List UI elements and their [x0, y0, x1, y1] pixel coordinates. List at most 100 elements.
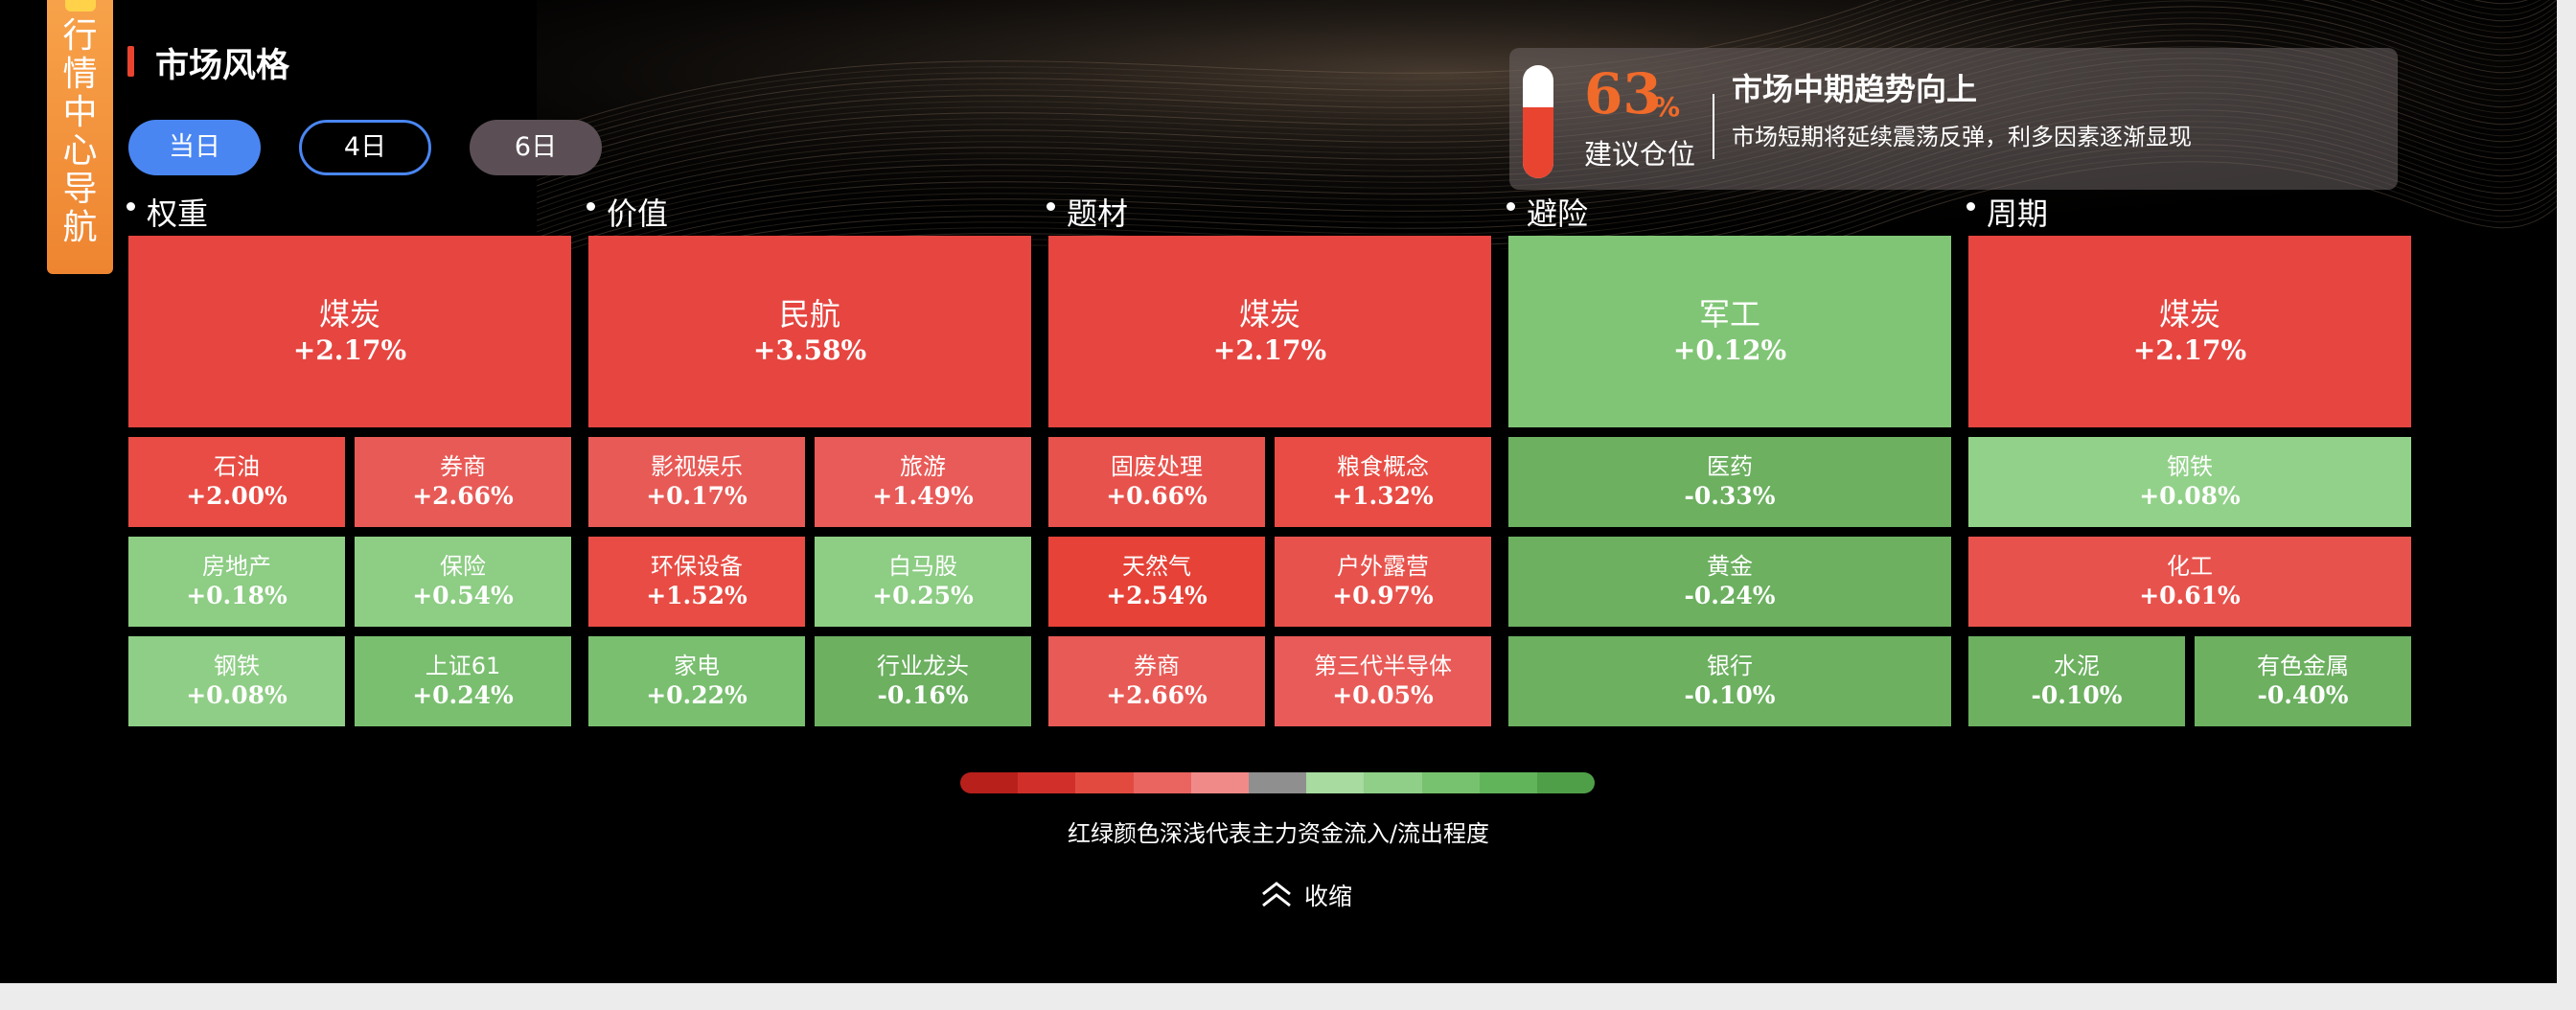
collapse-label: 收缩 [1304, 883, 1353, 910]
legend-swatch [1421, 772, 1480, 793]
sector-name: 旅游 [900, 453, 946, 480]
sector-tile[interactable]: 行业龙头 -0.16% [815, 636, 1031, 726]
sector-tile[interactable]: 券商 +2.66% [1048, 636, 1265, 726]
sector-change-pct: +2.17% [292, 334, 407, 366]
position-advice-card: 63 % 建议仓位 市场中期趋势向上 市场短期将延续震荡反弹，利多因素逐渐显现 [1509, 48, 2398, 190]
advice-title: 市场中期趋势向上 [1732, 71, 1978, 107]
bullet-dot [1506, 201, 1515, 211]
sector-name: 行业龙头 [877, 653, 969, 679]
sector-tile-large[interactable]: 煤炭 +2.17% [1968, 236, 2411, 427]
sector-change-pct: +0.17% [646, 482, 748, 510]
tab-4-days[interactable]: 4日 [299, 120, 431, 175]
sector-tile[interactable]: 家电 +0.22% [588, 636, 805, 726]
legend-swatch [960, 772, 1019, 793]
collapse-button[interactable]: 收缩 [1260, 878, 1352, 912]
sector-change-pct: +2.17% [1212, 334, 1327, 366]
sector-name: 上证61 [425, 653, 501, 679]
sector-tile[interactable]: 影视娱乐 +0.17% [588, 437, 805, 527]
nav-tab-char: 行 [62, 16, 98, 56]
sector-change-pct: +1.52% [646, 582, 748, 609]
sector-name: 家电 [674, 653, 720, 679]
sector-change-pct: +2.66% [1106, 681, 1208, 709]
sector-tile[interactable]: 医药 -0.33% [1508, 437, 1951, 527]
category-label: 题材 [1067, 195, 1129, 232]
sector-change-pct: +2.54% [1106, 582, 1208, 609]
position-level-gauge [1523, 65, 1553, 178]
legend-swatch [1190, 772, 1249, 793]
bullet-dot [586, 201, 595, 211]
sector-name: 环保设备 [651, 553, 743, 580]
sector-tile[interactable]: 固废处理 +0.66% [1048, 437, 1265, 527]
nav-tab-text: 行情中心导航 [47, 17, 113, 247]
sector-tile[interactable]: 化工 +0.61% [1968, 537, 2411, 627]
sector-name: 粮食概念 [1337, 453, 1429, 480]
sector-tile-large[interactable]: 煤炭 +2.17% [128, 236, 571, 427]
position-level-fill [1523, 106, 1553, 178]
category-label: 避险 [1527, 195, 1589, 232]
advice-subtitle: 市场短期将延续震荡反弹，利多因素逐渐显现 [1732, 124, 2192, 150]
sector-name: 银行 [1707, 653, 1753, 679]
sector-tile-large[interactable]: 煤炭 +2.17% [1048, 236, 1491, 427]
category-header: 周期 [1966, 190, 2048, 234]
category-header: 避险 [1506, 190, 1588, 234]
sector-change-pct: +0.54% [412, 582, 514, 609]
legend-swatch [1306, 772, 1365, 793]
sector-tile[interactable]: 有色金属 -0.40% [2195, 636, 2411, 726]
sector-name: 水泥 [2054, 653, 2100, 679]
sector-change-pct: +0.18% [186, 582, 288, 609]
sector-tile-large[interactable]: 民航 +3.58% [588, 236, 1031, 427]
sector-name: 固废处理 [1111, 453, 1203, 480]
sector-tile[interactable]: 钢铁 +0.08% [1968, 437, 2411, 527]
sector-tile[interactable]: 上证61 +0.24% [355, 636, 571, 726]
sector-name: 煤炭 [1238, 296, 1300, 333]
sector-change-pct: +0.66% [1106, 482, 1208, 510]
sector-tile[interactable]: 第三代半导体 +0.05% [1275, 636, 1491, 726]
legend-caption: 红绿颜色深浅代表主力资金流入/流出程度 [1067, 820, 1490, 847]
sector-change-pct: +0.05% [1332, 681, 1434, 709]
nav-tab-char: 心 [62, 131, 98, 171]
sector-tile[interactable]: 天然气 +2.54% [1048, 537, 1265, 627]
market-center-nav-tab[interactable]: 行情中心导航 [47, 0, 113, 274]
category-header: 权重 [126, 190, 208, 234]
sector-name: 医药 [1707, 453, 1753, 480]
sector-change-pct: -0.10% [1684, 681, 1776, 709]
sector-tile-large[interactable]: 军工 +0.12% [1508, 236, 1951, 427]
sector-change-pct: +1.32% [1332, 482, 1434, 510]
legend-swatch [1479, 772, 1537, 793]
sector-tile[interactable]: 旅游 +1.49% [815, 437, 1031, 527]
legend-swatch [1075, 772, 1134, 793]
sector-tile[interactable]: 粮食概念 +1.32% [1275, 437, 1491, 527]
sector-tile[interactable]: 白马股 +0.25% [815, 537, 1031, 627]
sector-name: 券商 [1134, 653, 1180, 679]
sector-tile[interactable]: 银行 -0.10% [1508, 636, 1951, 726]
sector-change-pct: +1.49% [872, 482, 974, 510]
legend-swatch [1364, 772, 1422, 793]
legend-swatch [1133, 772, 1191, 793]
page-title: 市场风格 [155, 47, 290, 85]
sector-tile[interactable]: 保险 +0.54% [355, 537, 571, 627]
sector-tile[interactable]: 水泥 -0.10% [1968, 636, 2185, 726]
sector-tile[interactable]: 黄金 -0.24% [1508, 537, 1951, 627]
sector-change-pct: +3.58% [752, 334, 867, 366]
sector-name: 第三代半导体 [1314, 653, 1452, 679]
sector-tile[interactable]: 石油 +2.00% [128, 437, 345, 527]
sector-tile[interactable]: 环保设备 +1.52% [588, 537, 805, 627]
sector-change-pct: +0.61% [2139, 582, 2241, 609]
sector-change-pct: +0.97% [1332, 582, 1434, 609]
sector-change-pct: +2.66% [412, 482, 514, 510]
tab-6-days[interactable]: 6日 [470, 120, 602, 175]
sector-name: 天然气 [1122, 553, 1191, 580]
fund-flow-color-legend [960, 772, 1595, 793]
legend-swatch [1248, 772, 1307, 793]
sector-change-pct: +2.17% [2132, 334, 2247, 366]
bullet-dot [1966, 201, 1975, 211]
sector-tile[interactable]: 房地产 +0.18% [128, 537, 345, 627]
sector-tile[interactable]: 券商 +2.66% [355, 437, 571, 527]
sector-change-pct: +0.24% [412, 681, 514, 709]
sector-tile[interactable]: 钢铁 +0.08% [128, 636, 345, 726]
sector-tile[interactable]: 户外露营 +0.97% [1275, 537, 1491, 627]
tab-today[interactable]: 当日 [128, 120, 261, 175]
sector-name: 券商 [440, 453, 486, 480]
sector-name: 黄金 [1707, 553, 1753, 580]
